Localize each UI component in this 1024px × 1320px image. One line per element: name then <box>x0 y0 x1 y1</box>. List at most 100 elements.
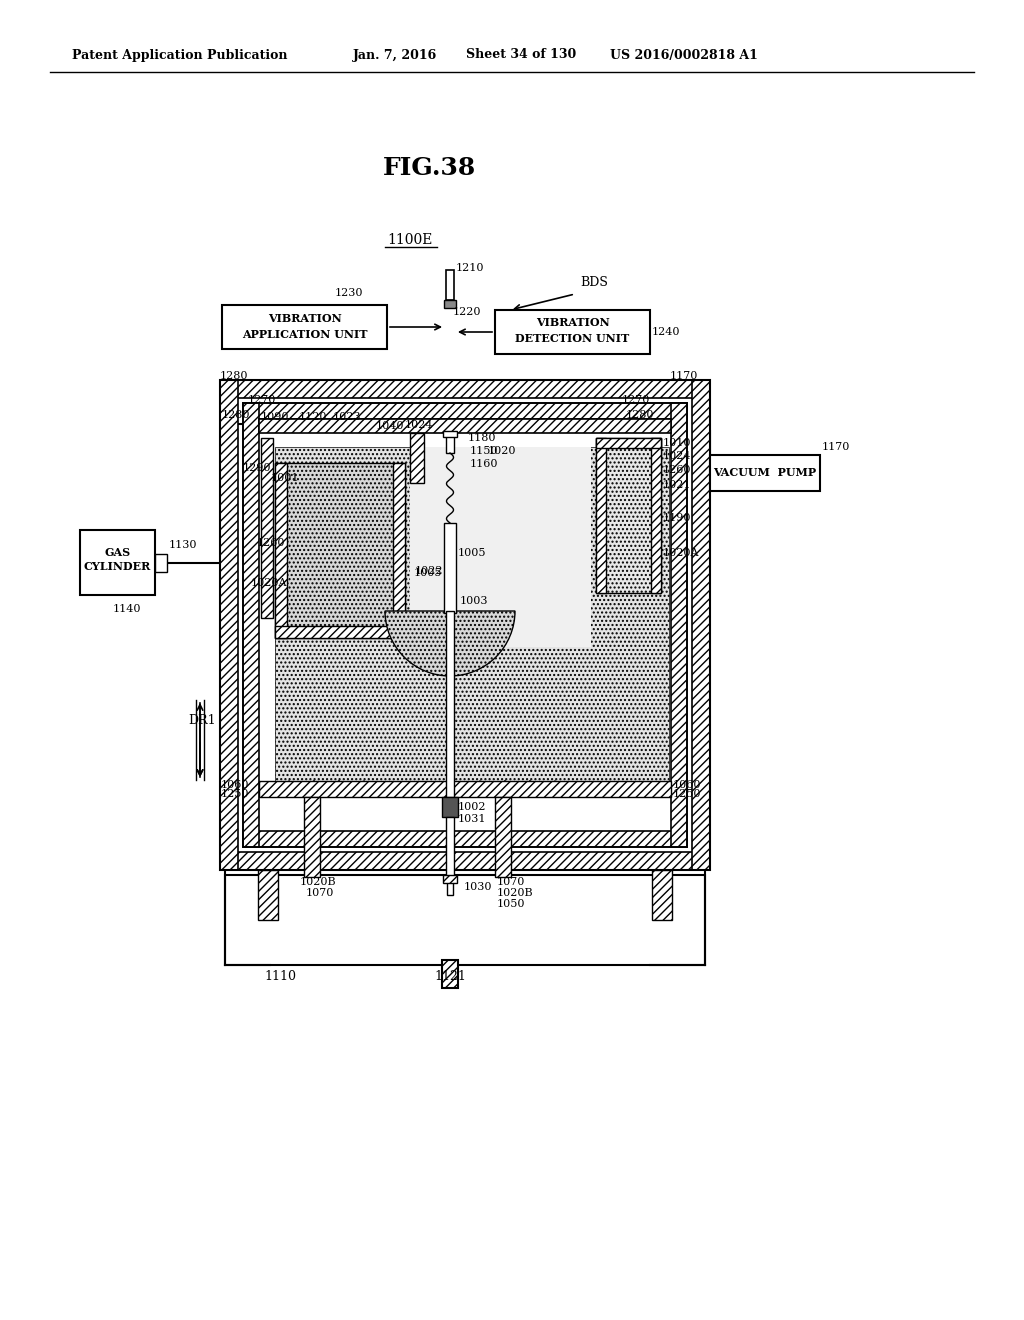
Text: 1020B: 1020B <box>497 888 534 898</box>
Bar <box>446 817 454 876</box>
Text: 1030: 1030 <box>464 882 493 892</box>
Text: 1060: 1060 <box>221 780 250 789</box>
Bar <box>651 438 662 593</box>
Bar <box>259 781 671 797</box>
Bar <box>606 447 651 593</box>
Bar <box>652 870 672 920</box>
Text: 1290: 1290 <box>243 463 271 473</box>
Bar <box>393 463 406 638</box>
Bar <box>446 271 454 300</box>
Text: 1023: 1023 <box>333 412 361 422</box>
Text: 1170: 1170 <box>822 442 850 451</box>
Bar <box>444 523 456 612</box>
Bar <box>258 870 278 920</box>
Text: 1121: 1121 <box>434 970 466 983</box>
Bar <box>225 875 705 965</box>
Text: 1090: 1090 <box>261 412 290 422</box>
Text: DR1: DR1 <box>188 714 216 726</box>
Bar <box>596 438 606 593</box>
Text: 1020: 1020 <box>488 446 516 455</box>
Bar <box>410 447 591 647</box>
Text: 1040: 1040 <box>376 421 404 432</box>
Text: 1270: 1270 <box>622 395 650 405</box>
Text: Patent Application Publication: Patent Application Publication <box>72 49 288 62</box>
Text: 1070: 1070 <box>497 876 525 887</box>
Text: 1110: 1110 <box>264 970 296 983</box>
Text: 1005: 1005 <box>414 568 442 578</box>
Bar <box>220 380 710 870</box>
Text: CYLINDER: CYLINDER <box>84 561 152 573</box>
Bar <box>596 438 662 593</box>
Text: 1005: 1005 <box>458 548 486 558</box>
Text: 1031: 1031 <box>458 814 486 824</box>
Bar <box>287 463 393 626</box>
Text: 1020A: 1020A <box>251 578 288 587</box>
Text: 1210: 1210 <box>456 263 484 273</box>
Text: 1024: 1024 <box>663 451 691 461</box>
Bar <box>220 851 710 870</box>
Bar <box>220 380 238 870</box>
Text: 1180: 1180 <box>468 433 497 444</box>
Text: 1270: 1270 <box>248 395 276 405</box>
Bar <box>596 438 662 447</box>
Bar <box>243 403 687 418</box>
Text: 1002: 1002 <box>458 803 486 812</box>
Text: 1190: 1190 <box>663 513 691 523</box>
Text: 1150: 1150 <box>470 446 499 455</box>
Bar <box>495 310 650 354</box>
Bar <box>261 438 273 618</box>
Text: 1260: 1260 <box>663 465 691 475</box>
Text: 1260: 1260 <box>257 539 286 548</box>
Bar <box>442 960 458 987</box>
Bar <box>243 403 687 847</box>
Text: 1021: 1021 <box>663 480 691 490</box>
Bar <box>243 832 687 847</box>
Text: 1024: 1024 <box>406 420 433 430</box>
Text: 1280: 1280 <box>222 411 251 420</box>
Text: 1022: 1022 <box>415 566 443 576</box>
Text: 1250: 1250 <box>673 789 701 799</box>
Bar <box>259 418 671 433</box>
Bar <box>243 403 259 847</box>
Text: 1001: 1001 <box>271 473 299 483</box>
Bar <box>410 433 424 483</box>
Text: 1250: 1250 <box>221 789 250 799</box>
Text: DETECTION UNIT: DETECTION UNIT <box>515 334 630 345</box>
Bar <box>222 305 387 348</box>
Bar <box>304 797 319 876</box>
Bar <box>446 433 454 453</box>
Bar <box>446 611 454 797</box>
Text: VIBRATION: VIBRATION <box>267 313 341 323</box>
Bar <box>443 875 457 883</box>
Text: 1060: 1060 <box>673 780 701 789</box>
Bar <box>444 300 456 308</box>
Text: 1230: 1230 <box>335 288 364 298</box>
Text: 1280: 1280 <box>220 371 249 381</box>
Bar <box>692 380 710 870</box>
Text: 1010: 1010 <box>663 438 691 447</box>
Text: 1160: 1160 <box>470 459 499 469</box>
Text: 1130: 1130 <box>169 540 198 549</box>
Bar <box>220 380 710 399</box>
Text: 1170: 1170 <box>670 371 698 381</box>
Bar <box>275 626 406 638</box>
Bar <box>275 447 669 781</box>
Text: 1100E: 1100E <box>387 234 433 247</box>
Text: 1020B: 1020B <box>300 876 337 887</box>
Bar <box>442 797 458 817</box>
Bar <box>710 455 820 491</box>
Bar <box>80 531 155 595</box>
Text: US 2016/0002818 A1: US 2016/0002818 A1 <box>610 49 758 62</box>
Text: 1050: 1050 <box>497 899 525 909</box>
Text: 1020A: 1020A <box>663 548 699 558</box>
Text: 1220: 1220 <box>453 308 481 317</box>
Text: 1003: 1003 <box>460 597 488 606</box>
Text: 1140: 1140 <box>113 605 141 614</box>
Text: 1240: 1240 <box>652 327 681 337</box>
Text: Sheet 34 of 130: Sheet 34 of 130 <box>466 49 577 62</box>
Wedge shape <box>385 611 515 676</box>
Bar <box>495 797 511 876</box>
Text: 1070: 1070 <box>306 888 335 898</box>
Text: FIG.38: FIG.38 <box>383 156 476 180</box>
Text: 1280: 1280 <box>626 411 654 420</box>
